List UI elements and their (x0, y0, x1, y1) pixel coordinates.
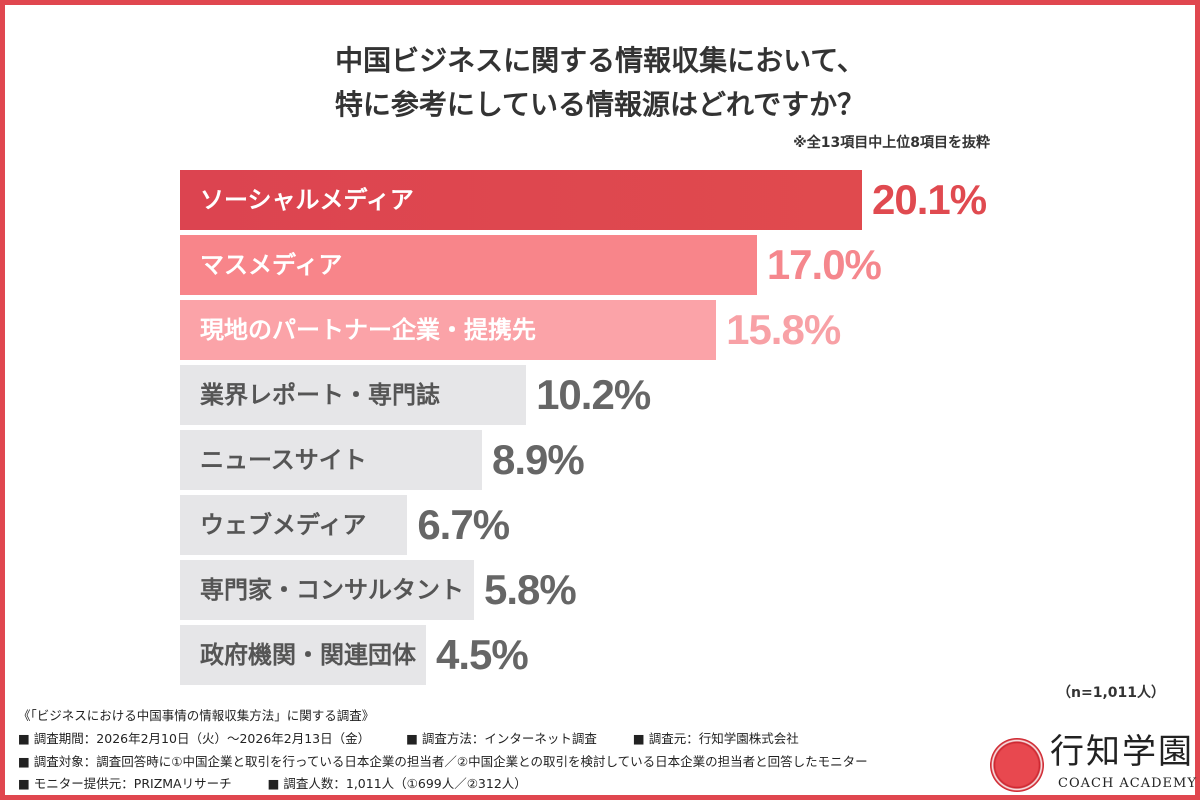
bar: ニュースサイト (180, 430, 482, 490)
bar: 業界レポート・専門誌 (180, 365, 527, 425)
logo-emblem-icon (990, 738, 1044, 792)
bar: マスメディア (180, 235, 757, 295)
sample-size: （n=1,011人） (1057, 685, 1165, 701)
bar-label: ニュースサイト (200, 446, 367, 474)
value-label: 15.8% (726, 306, 841, 353)
survey-provider-row: ■ モニター提供元：PRIZMAリサーチ ■ 調査人数：1,011人（①699人… (18, 776, 527, 792)
chart-title: 中国ビジネスに関する情報収集において、 (335, 44, 865, 77)
bar-label: ウェブメディア (200, 511, 367, 539)
value-label: 10.2% (536, 371, 651, 418)
survey-method: ■ 調査方法：インターネット調査 (406, 731, 597, 746)
logo-name: 行知学園 (1050, 732, 1194, 772)
value-label: 20.1% (872, 176, 987, 223)
survey-source: ■ 調査元：行知学園株式会社 (632, 731, 799, 746)
bar: 専門家・コンサルタント (180, 560, 474, 620)
survey-target: ■ 調査対象：調査回答時に①中国企業と取引を行っている日本企業の担当者／②中国企… (18, 754, 868, 769)
survey-count: ■ 調査人数：1,011人（①699人／②312人） (267, 776, 527, 791)
survey-info-row: ■ 調査期間：2026年2月10日（火）〜2026年2月13日（金） ■ 調査方… (18, 731, 799, 747)
chart-note: ※全13項目中上位8項目を抜粋 (793, 135, 990, 151)
bar-label: マスメディア (200, 251, 343, 279)
chart-title-line2: 特に参考にしている情報源はどれですか？ (334, 88, 866, 121)
value-label: 5.8% (484, 566, 577, 613)
bar-label: 専門家・コンサルタント (200, 576, 464, 604)
value-label: 6.7% (417, 501, 510, 548)
value-label: 8.9% (491, 436, 585, 483)
bar-label: 政府機関・関連団体 (200, 641, 416, 669)
bar-label: ソーシャルメディア (200, 186, 414, 214)
value-label: 4.5% (436, 631, 529, 678)
value-label: 17.0% (766, 241, 882, 288)
bar: ソーシャルメディア (180, 170, 862, 230)
bar: ウェブメディア (180, 495, 408, 555)
bar: 政府機関・関連団体 (180, 625, 426, 685)
survey-period: ■ 調査期間：2026年2月10日（火）〜2026年2月13日（金） (18, 731, 371, 746)
survey-title: 《「ビジネスにおける中国事情の情報収集方法」に関する調査》 (18, 708, 375, 723)
survey-provider: ■ モニター提供元：PRIZMAリサーチ (18, 776, 232, 791)
bar-label: 業界レポート・専門誌 (200, 381, 440, 409)
bar: 現地のパートナー企業・提携先 (180, 300, 717, 360)
logo-subtitle: COACH ACADEMY (1058, 776, 1197, 791)
bar-label: 現地のパートナー企業・提携先 (200, 316, 536, 344)
